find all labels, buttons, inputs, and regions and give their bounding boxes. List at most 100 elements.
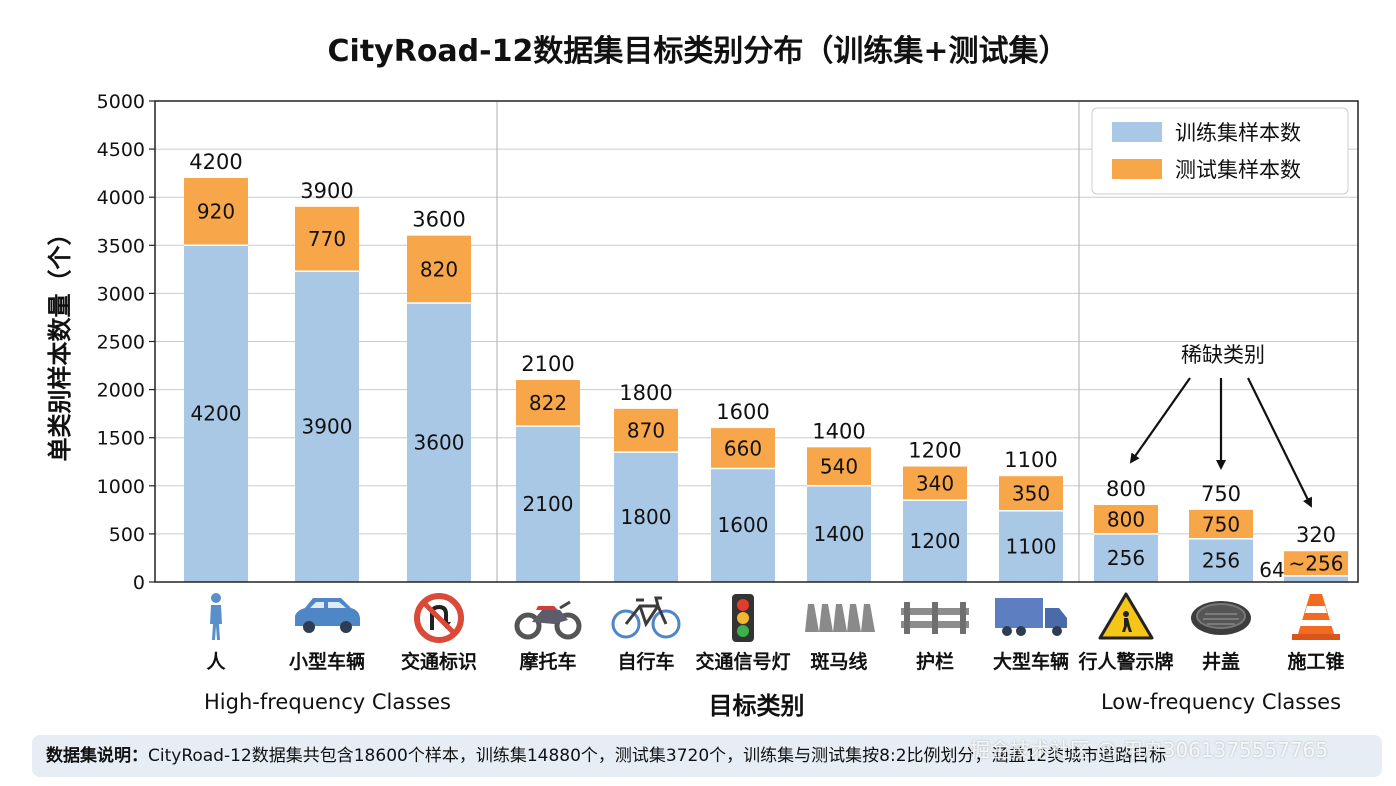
- dataset-note: 数据集说明：CityRoad-12数据集共包含18600个样本，训练集14880…: [32, 735, 1382, 777]
- cone-base: [1292, 634, 1340, 640]
- train-value-label: 1100: [1006, 534, 1057, 558]
- moto-tank: [536, 606, 558, 610]
- bar-train: [903, 500, 967, 582]
- total-value-label: 3600: [412, 208, 465, 232]
- crosswalk-stripe: [833, 604, 847, 632]
- bar-train: [295, 271, 359, 582]
- category-label: 摩托车: [519, 650, 576, 673]
- y-tick-label: 500: [109, 524, 145, 546]
- pedestrian-head: [211, 593, 221, 603]
- car-icon: [295, 598, 360, 633]
- total-value-label: 320: [1296, 523, 1336, 547]
- manhole-cover-icon: [1191, 601, 1251, 635]
- moto-body: [532, 610, 568, 624]
- bicycle-icon: [611, 596, 681, 639]
- train-value-label: 256: [1202, 548, 1240, 572]
- crosswalk-stripe: [861, 604, 875, 632]
- cone-stripes: [1300, 606, 1332, 626]
- bar-test: [184, 177, 248, 246]
- bar-train: [1094, 533, 1158, 582]
- bar-test: [807, 447, 871, 486]
- manhole-inner: [1196, 603, 1246, 629]
- y-tick-label: 4000: [97, 187, 145, 209]
- manhole-grid: [1203, 613, 1239, 625]
- y-tick-label: 4500: [97, 139, 145, 161]
- bar-chart: 0 500 1000 1500 2000 2500 3000 3500 4000 4500 5000…: [46, 91, 1359, 720]
- test-value-label: 660: [724, 436, 762, 460]
- warning-figure-body: [1122, 618, 1132, 632]
- test-value-label: 870: [627, 418, 665, 442]
- bar-train: [999, 510, 1063, 582]
- truck-wheel: [1016, 626, 1026, 636]
- light-yellow: [737, 612, 749, 624]
- crosswalk-stripe: [819, 604, 833, 632]
- bar-test: [1284, 551, 1348, 576]
- train-value-label: 3900: [302, 415, 353, 439]
- pedestrian-body: [210, 605, 222, 640]
- group-label: High-frequency Classes: [204, 690, 451, 714]
- total-value-label: 1600: [716, 400, 769, 424]
- bike-frame: [624, 596, 668, 628]
- train-value-label: 4200: [191, 402, 242, 426]
- test-value-label: 540: [820, 455, 858, 479]
- total-value-label: 4200: [189, 150, 242, 174]
- bike-wheel: [651, 609, 681, 639]
- motorcycle-icon: [514, 600, 582, 640]
- group-label: Low-frequency Classes: [1101, 690, 1341, 714]
- y-tick-label: 3000: [97, 283, 145, 305]
- sign-slash: [422, 601, 456, 635]
- bar-train: [711, 468, 775, 582]
- total-value-label: 1100: [1004, 448, 1057, 472]
- light-green: [737, 625, 749, 637]
- crosswalk-stripe: [847, 604, 861, 632]
- category-label: 斑马线: [810, 650, 867, 673]
- category-label: 小型车辆: [289, 650, 365, 673]
- bar-test: [407, 235, 471, 304]
- truck-wheel: [1052, 626, 1062, 636]
- total-value-label: 3900: [300, 179, 353, 203]
- bar-train: [1189, 538, 1253, 582]
- y-tick-label: 5000: [97, 91, 145, 113]
- annotation-arrow: [1129, 377, 1191, 464]
- traffic-cone-icon: [1292, 594, 1340, 640]
- moto-wheel: [554, 612, 582, 640]
- bar-train: [407, 303, 471, 582]
- light-red: [737, 599, 749, 611]
- bar-train: [1284, 575, 1348, 582]
- bar-test: [295, 206, 359, 272]
- y-tick-label: 2000: [97, 380, 145, 402]
- car-body: [295, 598, 360, 626]
- chart-title: CityRoad-12数据集目标类别分布（训练集+测试集）: [327, 34, 1069, 69]
- car-wheel: [340, 621, 352, 633]
- total-value-label: 800: [1106, 477, 1146, 501]
- train-value-label: 64: [1259, 558, 1284, 582]
- bar-train: [184, 245, 248, 583]
- train-value-label: 3600: [414, 431, 465, 455]
- moto-wheel: [514, 612, 542, 640]
- bar-train: [614, 452, 678, 582]
- annotation-arrow: [1247, 377, 1312, 508]
- bar-train: [516, 426, 580, 582]
- moto-handle: [559, 600, 571, 610]
- dataset-note-text: CityRoad-12数据集共包含18600个样本，训练集14880个，测试集3…: [148, 746, 1167, 766]
- test-value-label: 770: [308, 227, 346, 251]
- bar-test: [711, 428, 775, 469]
- car-windows: [310, 602, 346, 608]
- category-label: 护栏: [916, 650, 954, 673]
- category-label: 人: [206, 651, 226, 673]
- bike-wheel: [611, 609, 641, 639]
- y-axis-title: 单类别样本数量（个）: [46, 222, 74, 462]
- crosswalk-stripe: [805, 604, 819, 632]
- legend-label-test: 测试集样本数: [1175, 158, 1301, 182]
- cone-body: [1298, 594, 1334, 634]
- truck-cargo: [995, 598, 1043, 628]
- category-label: 交通信号灯: [695, 650, 790, 673]
- bar-train: [807, 485, 871, 582]
- rail-post: [960, 602, 966, 634]
- y-tick-label: 1000: [97, 476, 145, 498]
- y-tick-label: 0: [133, 572, 145, 594]
- category-label: 施工锥: [1287, 650, 1344, 673]
- total-value-label: 2100: [521, 352, 574, 376]
- test-value-label: ~256: [1289, 552, 1344, 576]
